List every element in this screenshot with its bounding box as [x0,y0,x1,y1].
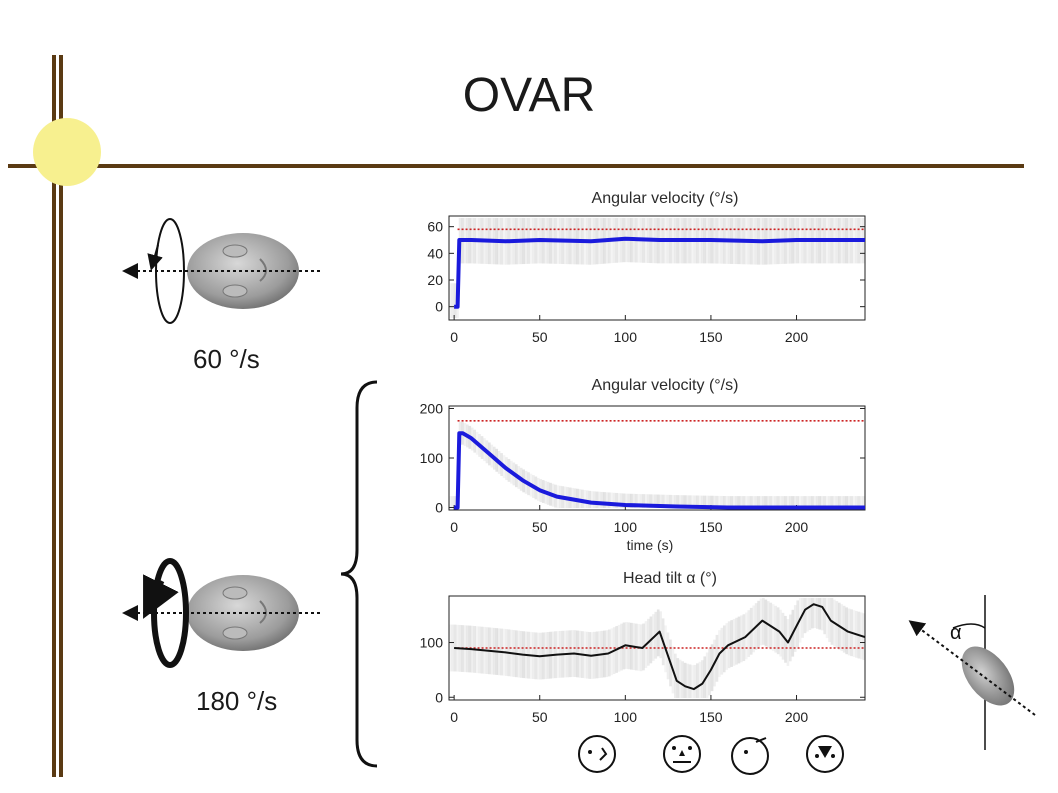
chart3-frame [448,595,866,701]
head-fast-rotation-icon [122,558,320,668]
tilted-head-icon [908,595,1036,750]
chart3-xtick-label: 200 [785,709,809,725]
alpha-label: α [950,622,962,644]
curly-brace [340,380,378,768]
chart2-xtick-label: 100 [614,519,638,535]
slide-title: OVAR [462,69,596,122]
chart1-xtick-label: 50 [532,329,548,345]
chart1-frame [448,215,866,321]
speed-label-slow: 60 °/s [193,344,260,374]
face-icon-2 [663,735,701,773]
chart1-xtick-label: 150 [699,329,723,345]
chart2-background-traces [448,421,866,508]
chart3-xtick-label: 0 [450,709,458,725]
chart3-xtick-label: 150 [699,709,723,725]
chart3-series-line [454,603,866,691]
chart3-ytick-label: 100 [420,635,444,651]
speed-label-fast: 180 °/s [196,686,278,716]
chart2-ytick-label: 200 [420,400,444,416]
chart2-ytick-label: 100 [420,450,444,466]
face-icon-4 [806,735,844,773]
frame-horizontal-bar [8,164,1024,168]
face-icon-3 [731,737,769,775]
face-icon-1 [578,735,616,773]
frame-vertical-bar-right [59,55,63,777]
chart3-ytick-label: 0 [435,689,443,705]
chart2-xtick-label: 150 [699,519,723,535]
yellow-circle [33,118,101,186]
chart2-xtick-label: 50 [532,519,548,535]
chart3-title: Head tilt α (°) [623,570,717,587]
chart2-xtick-label: 0 [450,519,458,535]
chart1-ytick-label: 20 [427,272,443,288]
chart1-background-traces [448,218,866,318]
chart2-ytick-label: 0 [435,500,443,516]
chart2-xlabel: time (s) [626,537,674,553]
face-sketches [578,735,844,775]
chart1-ytick-label: 60 [427,219,443,235]
chart2-title: Angular velocity (°/s) [591,377,739,394]
head-slow-rotation-icon [122,218,320,324]
chart3-xtick-label: 50 [532,709,548,725]
chart1-ytick-label: 0 [435,299,443,315]
frame-vertical-bar-left [52,55,56,777]
chart2-xtick-label: 200 [785,519,809,535]
chart1-title: Angular velocity (°/s) [591,190,739,207]
chart1-xtick-label: 200 [785,329,809,345]
chart1-xtick-label: 100 [614,329,638,345]
chart2-series-line [454,431,865,510]
chart1-xtick-label: 0 [450,329,458,345]
chart1-series-line [454,236,865,309]
chart3-xtick-label: 100 [614,709,638,725]
chart1-ytick-label: 40 [427,245,443,261]
